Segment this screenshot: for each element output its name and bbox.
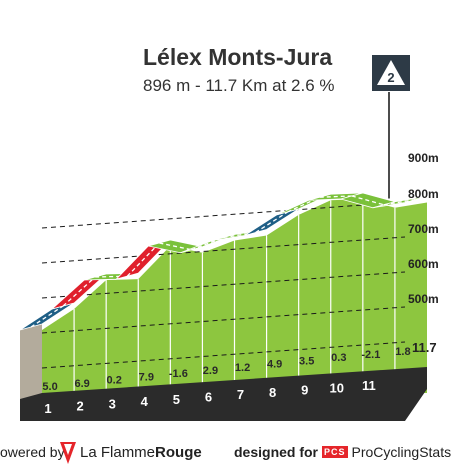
- pcs-logo-icon: PCS: [322, 446, 348, 458]
- powered-by-text: owered by: [0, 444, 65, 460]
- mountain-icon: [377, 60, 405, 85]
- gradient-label: 3.5: [299, 355, 314, 367]
- km-label: 10: [330, 380, 344, 395]
- segment-centerline: [159, 242, 192, 251]
- gradient-label: 5.0: [42, 381, 57, 393]
- gradient-label: 6.9: [74, 378, 89, 390]
- km-label: 8: [269, 385, 276, 400]
- gradient-label: -1.6: [169, 368, 188, 380]
- km-label: 2: [77, 399, 84, 414]
- km-label: 5: [173, 392, 180, 407]
- gradient-label: 4.9: [267, 359, 282, 371]
- segment-centerline: [319, 195, 352, 198]
- pcs-name: ProCyclingStats: [351, 444, 452, 460]
- altitude-tick-label: 900m: [408, 151, 439, 165]
- altitude-gridline: [41, 271, 406, 299]
- gridlines: [41, 198, 406, 393]
- gradient-label: -2.1: [361, 349, 380, 361]
- category-badge: 2: [372, 55, 410, 199]
- brand-name-plain: La Flamme: [80, 444, 156, 461]
- segment-centerline: [30, 305, 64, 328]
- profile-top-surface: [19, 192, 428, 331]
- designed-for-text: designed for: [234, 444, 319, 460]
- segment-centerline: [62, 276, 96, 307]
- altitude-tick-label: 600m: [408, 257, 439, 271]
- km-label: 7: [237, 387, 244, 402]
- gradient-label: 7.9: [139, 371, 154, 383]
- gradient-label: 1.2: [235, 362, 250, 374]
- gradient-label: 0.2: [107, 375, 122, 387]
- altitude-tick-label: 800m: [408, 187, 439, 201]
- segment-centerline: [351, 195, 385, 206]
- climb-title: Lélex Monts-Jura: [143, 44, 333, 70]
- segment-centerline: [255, 211, 289, 234]
- altitude-gridline: [41, 306, 406, 334]
- km-label: 6: [205, 390, 212, 405]
- flamme-rouge-logo-icon[interactable]: [60, 442, 76, 467]
- km-label: 1: [44, 401, 51, 416]
- brand-name-bold: Rouge: [155, 444, 202, 461]
- km-label: 3: [109, 396, 116, 411]
- km-label: 11: [362, 378, 376, 393]
- segment-centerline: [383, 198, 417, 206]
- category-number: 2: [387, 70, 394, 85]
- km-label: 9: [301, 383, 308, 398]
- altitude-gridline: [41, 341, 406, 369]
- footer: owered by La FlammeRouge designed for PC…: [0, 442, 465, 467]
- gradient-label: 1.8: [395, 346, 410, 358]
- gradient-label: 0.3: [331, 352, 346, 364]
- climb-subtitle: 896 m - 11.7 Km at 2.6 %: [143, 76, 335, 95]
- distance-band: [20, 367, 427, 421]
- procyclingstats-link[interactable]: PCS ProCyclingStats: [322, 444, 451, 460]
- altitude-tick-label: 700m: [408, 222, 439, 236]
- distance-band-face: [20, 367, 427, 421]
- chart-labels: 1 2 3 4 5 6 7 8 9 10 11 11.7 5.0 6.9 0.2 7.9 -1.6 2.9 1.2 4…: [42, 151, 438, 416]
- segment-centerline: [223, 231, 256, 239]
- altitude-gridline: [41, 236, 406, 264]
- segment-centerline: [126, 242, 160, 277]
- gradient-label: 2.9: [203, 365, 218, 377]
- altitude-gridline: [41, 201, 406, 229]
- segment-centerline: [95, 275, 128, 278]
- end-distance-label: 11.7: [412, 340, 437, 355]
- altitude-tick-label: 500m: [408, 292, 439, 306]
- km-label: 4: [141, 394, 149, 409]
- flamme-rouge-link[interactable]: La FlammeRouge: [80, 444, 202, 461]
